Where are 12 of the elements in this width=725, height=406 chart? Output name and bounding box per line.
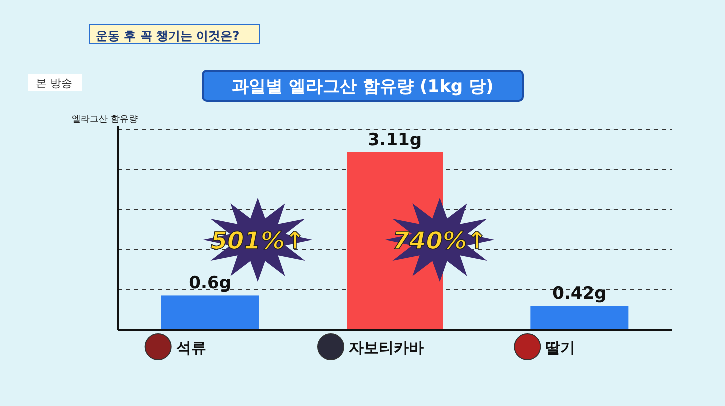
x-tick-label: 자보티카바 (349, 339, 424, 357)
y-axis-title: 엘라그산 함유량 (72, 115, 138, 125)
x-tick-label: 석류 (176, 339, 206, 357)
text: 운동 후 꼭 챙기는 이것은? (96, 29, 240, 43)
data-label: 0.6g (189, 274, 232, 294)
data-label: 3.11g (368, 130, 422, 150)
x-tick-label: 딸기 (546, 339, 576, 357)
data-label: 0.42g (552, 284, 607, 304)
text: 본 방송 (36, 77, 72, 90)
annotation: 501%↑ (210, 227, 306, 255)
chart-title: 과일별 엘라그산 함유량 (1kg 당) (232, 77, 494, 97)
annotation: 740%↑ (392, 227, 488, 255)
